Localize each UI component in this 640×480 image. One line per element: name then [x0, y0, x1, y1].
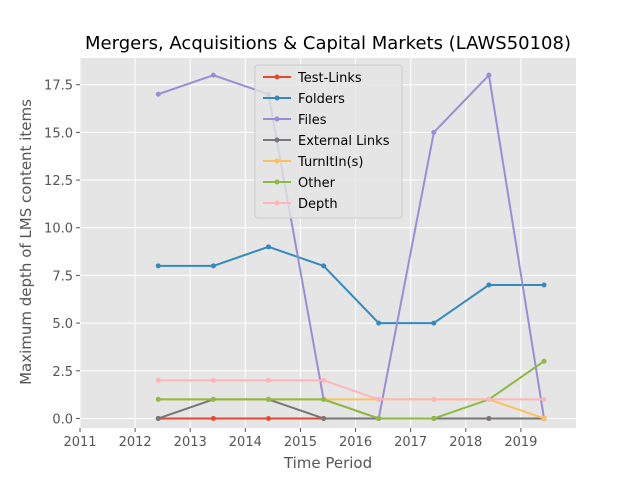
- legend-label: Files: [298, 113, 327, 128]
- series-depth: [155, 377, 547, 402]
- series-folders: [155, 244, 547, 326]
- legend-marker: [274, 158, 280, 164]
- data-point-folders: [486, 282, 492, 288]
- data-point-external-links: [321, 415, 327, 421]
- data-point-other: [321, 396, 327, 402]
- legend-item-files: Files: [263, 113, 327, 128]
- legend-item-test-links: Test-Links: [263, 71, 362, 86]
- legend-item-external-links: External Links: [263, 134, 390, 149]
- x-tick-label: 2017: [394, 435, 427, 450]
- y-axis: 0.0 2.5 5.0 7.5 10.0 12.5 15.0 17.5: [44, 79, 80, 427]
- legend-label: Depth: [298, 197, 338, 212]
- legend-box: [254, 64, 403, 219]
- legend-marker: [274, 137, 280, 143]
- x-tick-label: 2018: [449, 435, 482, 450]
- x-axis: 2011 2012 2013 2014 2015 2016 2017 2018 2019: [63, 428, 537, 450]
- data-point-folders: [155, 263, 161, 269]
- y-tick-label: 10.0: [44, 222, 73, 237]
- data-point-depth: [321, 377, 327, 383]
- legend-item-turnitin-s: TurnItIn(s): [263, 155, 363, 170]
- data-point-folders: [210, 263, 216, 269]
- legend-marker: [274, 200, 280, 206]
- data-point-test-links: [210, 415, 216, 421]
- data-point-other: [431, 415, 437, 421]
- data-point-depth: [210, 377, 216, 383]
- legend-marker: [274, 74, 280, 80]
- y-tick-label: 0.0: [52, 412, 73, 427]
- x-tick-label: 2011: [63, 435, 96, 450]
- data-point-depth: [431, 396, 437, 402]
- data-point-other: [376, 415, 382, 421]
- data-point-folders: [321, 263, 327, 269]
- data-point-files: [486, 72, 492, 78]
- data-point-external-links: [155, 415, 161, 421]
- legend: Test-Links Folders Files External Links Turn…: [254, 64, 403, 219]
- y-tick-label: 12.5: [44, 174, 73, 189]
- data-point-other: [541, 358, 547, 364]
- y-tick-label: 7.5: [52, 269, 73, 284]
- y-axis-label: Maximum depth of LMS content items: [17, 99, 35, 385]
- x-tick-label: 2013: [174, 435, 207, 450]
- legend-marker: [274, 116, 280, 122]
- chart-title: Mergers, Acquisitions & Capital Markets …: [85, 33, 571, 54]
- data-point-depth: [265, 377, 271, 383]
- data-point-turnitin-s: [541, 415, 547, 421]
- legend-label: Other: [298, 176, 336, 191]
- x-tick-label: 2015: [284, 435, 317, 450]
- legend-label: External Links: [298, 134, 390, 149]
- legend-item-depth: Depth: [263, 197, 338, 212]
- legend-marker: [274, 179, 280, 185]
- y-tick-label: 2.5: [52, 365, 73, 380]
- data-point-other: [265, 396, 271, 402]
- data-point-other: [210, 396, 216, 402]
- data-point-files: [210, 72, 216, 78]
- data-point-depth: [541, 396, 547, 402]
- legend-label: Folders: [298, 92, 345, 107]
- legend-item-folders: Folders: [263, 92, 345, 107]
- data-point-other: [155, 396, 161, 402]
- legend-label: TurnItIn(s): [297, 155, 363, 170]
- data-point-depth: [486, 396, 492, 402]
- x-tick-label: 2019: [504, 435, 537, 450]
- y-tick-label: 5.0: [52, 317, 73, 332]
- legend-item-other: Other: [263, 176, 336, 191]
- data-point-depth: [155, 377, 161, 383]
- series-layer: [155, 72, 547, 421]
- data-point-files: [155, 91, 161, 97]
- data-point-test-links: [265, 415, 271, 421]
- legend-label: Test-Links: [297, 71, 362, 86]
- x-tick-label: 2012: [119, 435, 152, 450]
- data-point-folders: [265, 244, 271, 250]
- x-tick-label: 2016: [339, 435, 372, 450]
- data-point-files: [431, 129, 437, 135]
- series-line-folders: [158, 245, 545, 325]
- data-point-folders: [376, 320, 382, 326]
- legend-marker: [274, 95, 280, 101]
- data-point-depth: [376, 396, 382, 402]
- series-line-depth: [158, 379, 545, 401]
- data-point-folders: [431, 320, 437, 326]
- data-point-external-links: [486, 415, 492, 421]
- x-axis-label: Time Period: [283, 454, 372, 472]
- data-point-folders: [541, 282, 547, 288]
- y-tick-label: 15.0: [44, 126, 73, 141]
- x-tick-label: 2014: [229, 435, 262, 450]
- series-line-other: [158, 360, 545, 420]
- y-tick-label: 17.5: [44, 79, 73, 94]
